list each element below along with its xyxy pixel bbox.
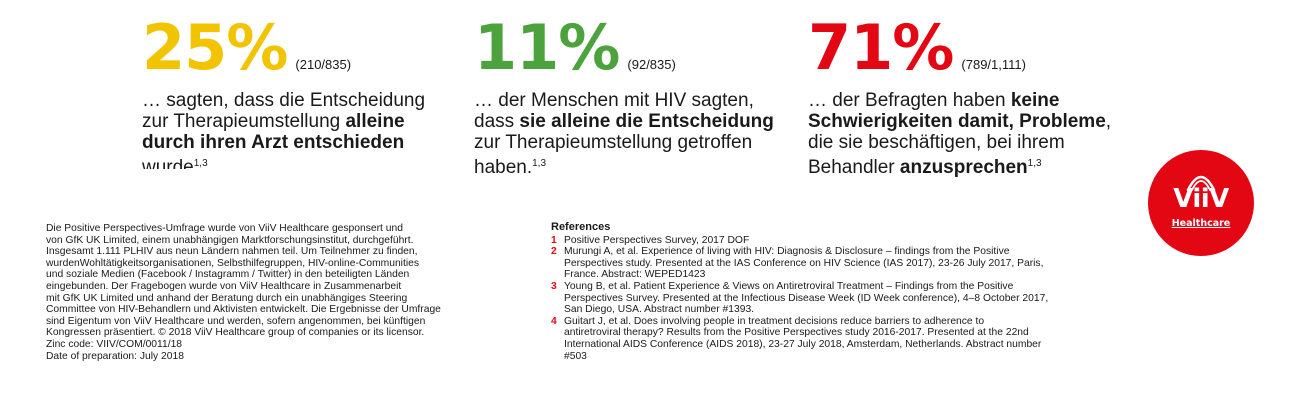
reference-line: antiretroviral therapy? Results from the… — [564, 327, 1029, 339]
reference-line: France. Abstract: WEPED1423 — [564, 269, 706, 281]
stat-ratio: (210/835) — [295, 57, 352, 72]
stat-heading: 71% (789/1,111) — [808, 12, 1128, 84]
stat-block-alleine-selbst: 11% (92/835) … der Menschen mit HIV sagt… — [474, 12, 784, 179]
footnote-line: mit GfK UK Limited und anhand der Beratu… — [46, 292, 408, 304]
stat-description-line: haben.1,3 — [474, 157, 547, 178]
stat-ratio: (789/1,111) — [961, 57, 1026, 72]
emphasis-text: durch ihren Arzt entschieden — [142, 132, 405, 153]
logo-subtitle: Healthcare — [1171, 218, 1231, 229]
stat-percentage: 25% — [142, 11, 288, 84]
stat-description-line: zur Therapieumstellung alleine — [142, 111, 405, 132]
footnote-line: Committee von HIV-Behandlern und Aktivis… — [46, 304, 441, 316]
stat-ratio: (92/835) — [627, 57, 676, 72]
viiv-healthcare-logo: ViiV Healthcare — [1148, 150, 1254, 256]
stat-description-line: … der Befragten haben keine — [808, 90, 1060, 111]
stat-description-line: durch ihren Arzt entschieden — [142, 132, 442, 153]
reference-line: Guitart J, et al. Does involving people … — [564, 315, 985, 327]
references-title: References — [551, 221, 611, 233]
survey-footnote: Die Positive Perspectives-Umfrage wurde … — [46, 223, 526, 362]
references-section: References 1 Positive Perspectives Surve… — [551, 221, 1131, 362]
footnote-line: eingebunden. Der Fragebogen wurde von Vi… — [46, 280, 402, 292]
stat-block-keine-schwierigkeiten: 71% (789/1,111) … der Befragten haben ke… — [808, 12, 1128, 179]
emphasis-text: keine — [1010, 90, 1060, 111]
footnote-line: sind Eigentum von ViiV Healthcare und we… — [46, 315, 426, 327]
stat-heading: 11% (92/835) — [474, 12, 784, 84]
reference-superscript: 1,3 — [532, 158, 547, 169]
reference-item: 4 Guitart J, et al. Does involving peopl… — [551, 316, 1131, 362]
reference-number: 1 — [551, 234, 557, 246]
reference-number: 2 — [551, 246, 557, 258]
emphasis-text: Schwierigkeiten damit, Probleme — [808, 111, 1106, 132]
footnote-line: Zinc code: VIIV/COM/0011/18 — [46, 338, 183, 350]
footnote-line: von GfK UK Limited, einem unabhängigen M… — [46, 234, 414, 246]
reference-line: #503 — [564, 350, 587, 362]
footnote-line: Kongressen präsentiert. © 2018 ViiV Heal… — [46, 327, 425, 339]
footnote-line: wurdenWohltätigkeitsorganisationen, Selb… — [46, 257, 419, 269]
reference-superscript: 1,3 — [193, 158, 208, 169]
reference-line: Perspectives study. Presented at the IAS… — [564, 257, 1044, 269]
stat-description-line: … sagten, dass die Entscheidung — [142, 90, 426, 111]
stat-description-line: Behandler anzusprechen1,3 — [808, 157, 1042, 178]
stat-description-line: dass sie alleine die Entscheidung — [474, 111, 774, 132]
reference-number: 3 — [551, 280, 557, 292]
reference-line: Perspectives Survey. Presented at the In… — [564, 292, 1049, 304]
emphasis-text: anzusprechen — [899, 157, 1028, 178]
emphasis-text: alleine — [345, 111, 405, 132]
stat-percentage: 11% — [474, 11, 620, 84]
stat-description-line: wurde1,3 — [142, 157, 208, 169]
stat-description-line: die sie beschäftigen, bei ihrem — [808, 132, 1065, 153]
reference-line: San Diego, USA. Abstract number #1393. — [564, 304, 755, 316]
footnote-line: und soziale Medien (Facebook / Instagram… — [46, 269, 410, 281]
reference-superscript: 1,3 — [1027, 158, 1042, 169]
reference-text: Guitart J, et al. Does involving people … — [564, 316, 1041, 362]
reference-line: Positive Perspectives Survey, 2017 DOF — [564, 234, 750, 246]
stat-description: … der Befragten haben keine Schwierigkeit… — [808, 90, 1128, 178]
logo-swoosh-icon — [1186, 175, 1216, 192]
reference-item: 2 Murungi A, et al. Experience of living… — [551, 246, 1131, 281]
stat-block-alleine-arzt: 25% (210/835) … sagten, dass die Entsche… — [142, 12, 442, 170]
reference-line: Young B, et al. Patient Experience & Vie… — [564, 280, 1014, 292]
stat-percentage: 71% — [808, 11, 954, 84]
footnote-line: Insgesamt 1.111 PLHIV aus neun Ländern n… — [46, 246, 418, 258]
reference-line: International AIDS Conference (AIDS 2018… — [564, 338, 1042, 350]
footnote-line: Die Positive Perspectives-Umfrage wurde … — [46, 223, 403, 234]
reference-text: Positive Perspectives Survey, 2017 DOF — [564, 235, 749, 247]
emphasis-text: sie alleine die Entscheidung — [519, 111, 774, 132]
stat-heading: 25% (210/835) — [142, 12, 442, 84]
logo-wordmark: ViiV — [1173, 184, 1229, 214]
stat-description: … der Menschen mit HIV sagten, dass sie a… — [474, 90, 784, 178]
reference-text: Murungi A, et al. Experience of living w… — [564, 246, 1043, 281]
stat-description-line: … der Menschen mit HIV sagten, — [474, 90, 754, 111]
reference-item: 1 Positive Perspectives Survey, 2017 DOF — [551, 235, 1131, 247]
stat-description: … sagten, dass die Entscheidung zur Thera… — [142, 90, 442, 169]
reference-number: 4 — [551, 315, 557, 327]
reference-text: Young B, et al. Patient Experience & Vie… — [564, 281, 1048, 316]
stat-description-line: Schwierigkeiten damit, Probleme, — [808, 111, 1112, 132]
footnote-line: Date of preparation: July 2018 — [46, 350, 184, 362]
stat-description-line: zur Therapieumstellung getroffen — [474, 132, 753, 153]
reference-line: Murungi A, et al. Experience of living w… — [564, 246, 1010, 258]
reference-item: 3 Young B, et al. Patient Experience & V… — [551, 281, 1131, 316]
